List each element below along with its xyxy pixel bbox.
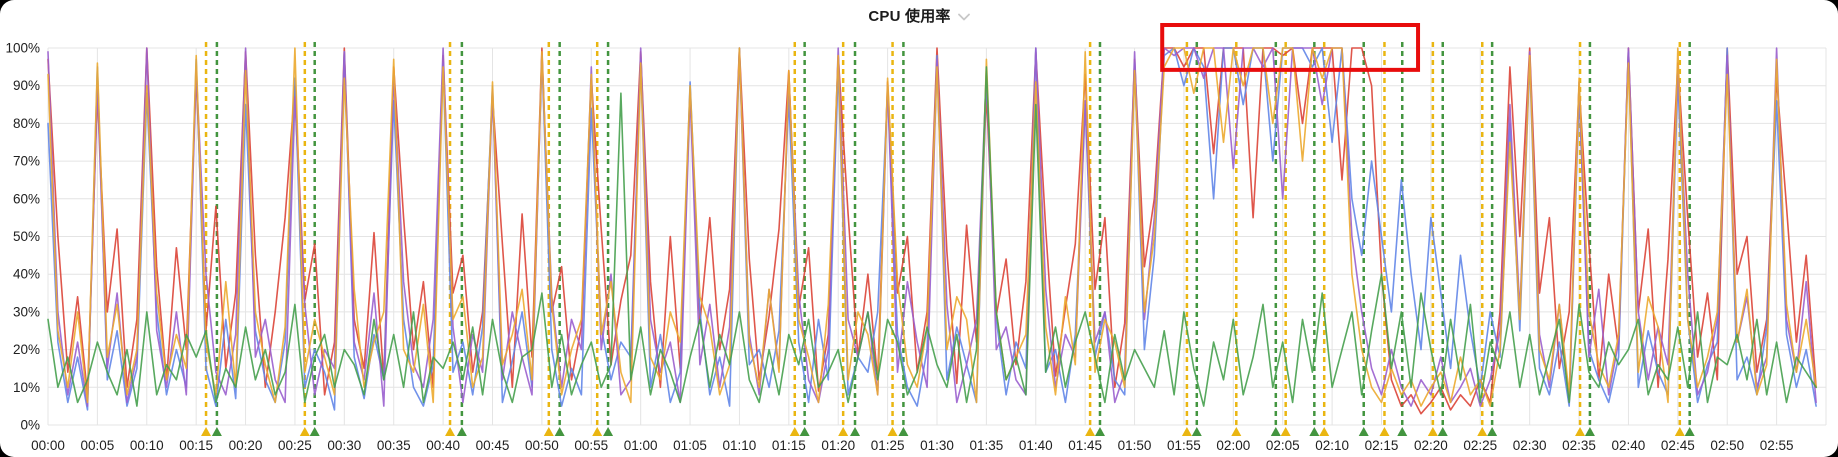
x-axis-label: 00:35 [377,438,411,453]
chevron-down-icon[interactable] [957,13,970,21]
x-axis-label: 02:50 [1710,438,1744,453]
x-axis-label: 01:45 [1068,438,1102,453]
x-axis-label: 01:10 [723,438,757,453]
annotation-marker-green [309,427,320,436]
y-axis-label: 10% [13,380,40,395]
annotation-marker-green [1487,427,1498,436]
x-axis-label: 02:30 [1513,438,1547,453]
series-line-green [47,66,1817,407]
annotation-marker-yellow [1477,427,1488,436]
x-axis-label: 01:05 [673,438,707,453]
annotation-marker-yellow [1674,427,1685,436]
annotation-marker-green [1684,427,1695,436]
annotation-marker-yellow [1085,427,1096,436]
y-axis-label: 50% [13,229,40,244]
y-axis-label: 60% [13,191,40,206]
annotation-marker-green [211,427,222,436]
x-axis-label: 01:20 [821,438,855,453]
x-axis-label: 01:40 [1019,438,1053,453]
panel-header: CPU 使用率 [0,0,1838,30]
y-axis-label: 0% [20,418,40,433]
y-axis-label: 80% [13,116,40,131]
annotation-marker-green [1358,427,1369,436]
annotation-marker-yellow [1319,427,1330,436]
annotation-marker-yellow [1231,427,1242,436]
x-axis-label: 02:45 [1661,438,1695,453]
x-axis-label: 01:55 [1167,438,1201,453]
annotation-marker-yellow [838,427,849,436]
x-axis-label: 00:00 [31,438,65,453]
annotation-marker-green [1094,427,1105,436]
x-axis-label: 02:10 [1315,438,1349,453]
y-axis-label: 100% [5,41,40,56]
annotation-marker-green [1397,427,1408,436]
annotation-marker-yellow [299,427,310,436]
annotation-marker-yellow [1379,427,1390,436]
x-axis-label: 01:50 [1118,438,1152,453]
x-axis-label: 02:05 [1266,438,1300,453]
annotation-marker-yellow [445,427,456,436]
x-axis-label: 02:35 [1562,438,1596,453]
x-axis-label: 02:40 [1612,438,1646,453]
x-axis-label: 01:15 [772,438,806,453]
y-axis-label: 70% [13,154,40,169]
x-axis-label: 00:50 [525,438,559,453]
annotation-marker-green [898,427,909,436]
annotation-marker-yellow [1427,427,1438,436]
page-title: CPU 使用率 [868,7,951,25]
annotation-marker-green [1437,427,1448,436]
series-line-yellow [47,47,1817,407]
x-axis-label: 01:35 [969,438,1003,453]
x-axis-label: 00:40 [426,438,460,453]
x-axis-label: 01:25 [871,438,905,453]
x-axis-label: 01:30 [920,438,954,453]
x-axis-label: 02:25 [1463,438,1497,453]
annotation-marker-yellow [1181,427,1192,436]
x-axis-label: 00:15 [179,438,213,453]
x-axis-label: 02:15 [1365,438,1399,453]
annotation-marker-green [1191,427,1202,436]
y-axis-label: 30% [13,304,40,319]
annotation-marker-green [603,427,614,436]
annotation-marker-yellow [789,427,800,436]
annotation-marker-green [799,427,810,436]
x-axis-label: 02:20 [1414,438,1448,453]
y-axis-label: 40% [13,267,40,282]
annotation-marker-green [1270,427,1281,436]
x-axis-label: 02:55 [1760,438,1794,453]
annotation-marker-green [1309,427,1320,436]
x-axis-label: 00:55 [574,438,608,453]
x-axis-label: 01:00 [624,438,658,453]
x-axis-label: 02:00 [1216,438,1250,453]
x-axis-label: 00:30 [327,438,361,453]
annotation-marker-yellow [592,427,603,436]
x-axis-label: 00:25 [278,438,312,453]
highlight-box [1160,23,1421,72]
y-axis-label: 20% [13,342,40,357]
y-axis-label: 90% [13,78,40,93]
annotation-marker-yellow [1280,427,1291,436]
x-axis-label: 00:45 [476,438,510,453]
annotation-marker-yellow [1575,427,1586,436]
annotation-marker-green [850,427,861,436]
x-axis-label: 00:10 [130,438,164,453]
x-axis-label: 00:05 [80,438,114,453]
annotation-marker-yellow [201,427,212,436]
annotation-marker-yellow [543,427,554,436]
annotation-marker-green [1584,427,1595,436]
annotation-marker-green [456,427,467,436]
annotation-marker-green [554,427,565,436]
x-axis-label: 00:20 [229,438,263,453]
annotation-marker-yellow [887,427,898,436]
